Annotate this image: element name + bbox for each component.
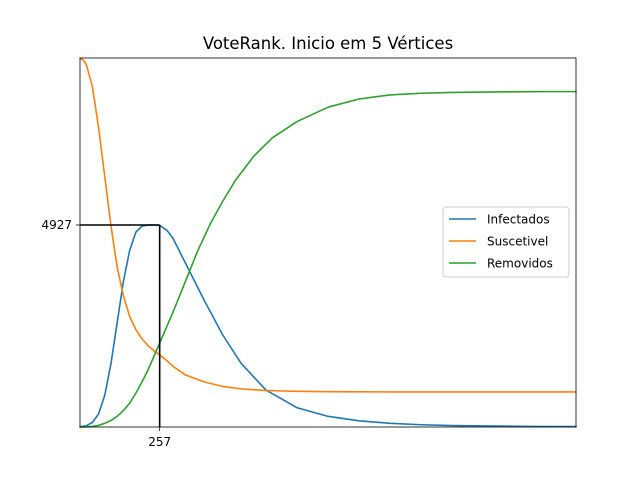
peak-marker — [80, 224, 161, 427]
x-tick-label: 257 — [148, 435, 171, 449]
legend-box — [442, 206, 570, 278]
y-axis: 4927 — [41, 218, 80, 232]
plot-frame — [79, 57, 577, 428]
legend-label-infectados: Infectados — [487, 213, 550, 227]
series-line-removidos — [79, 90, 577, 428]
legend-label-suscetivel: Suscetivel — [487, 235, 548, 249]
series-line-infectados — [79, 224, 577, 428]
legend-label-removidos: Removidos — [487, 257, 553, 271]
y-tick-label: 4927 — [41, 218, 72, 232]
legend: Infectados Suscetivel Removidos — [442, 206, 570, 278]
legend-items: Infectados Suscetivel Removidos — [449, 213, 553, 271]
chart-title: VoteRank. Inicio em 5 Vértices — [203, 34, 453, 53]
x-axis: 257 — [148, 427, 171, 449]
